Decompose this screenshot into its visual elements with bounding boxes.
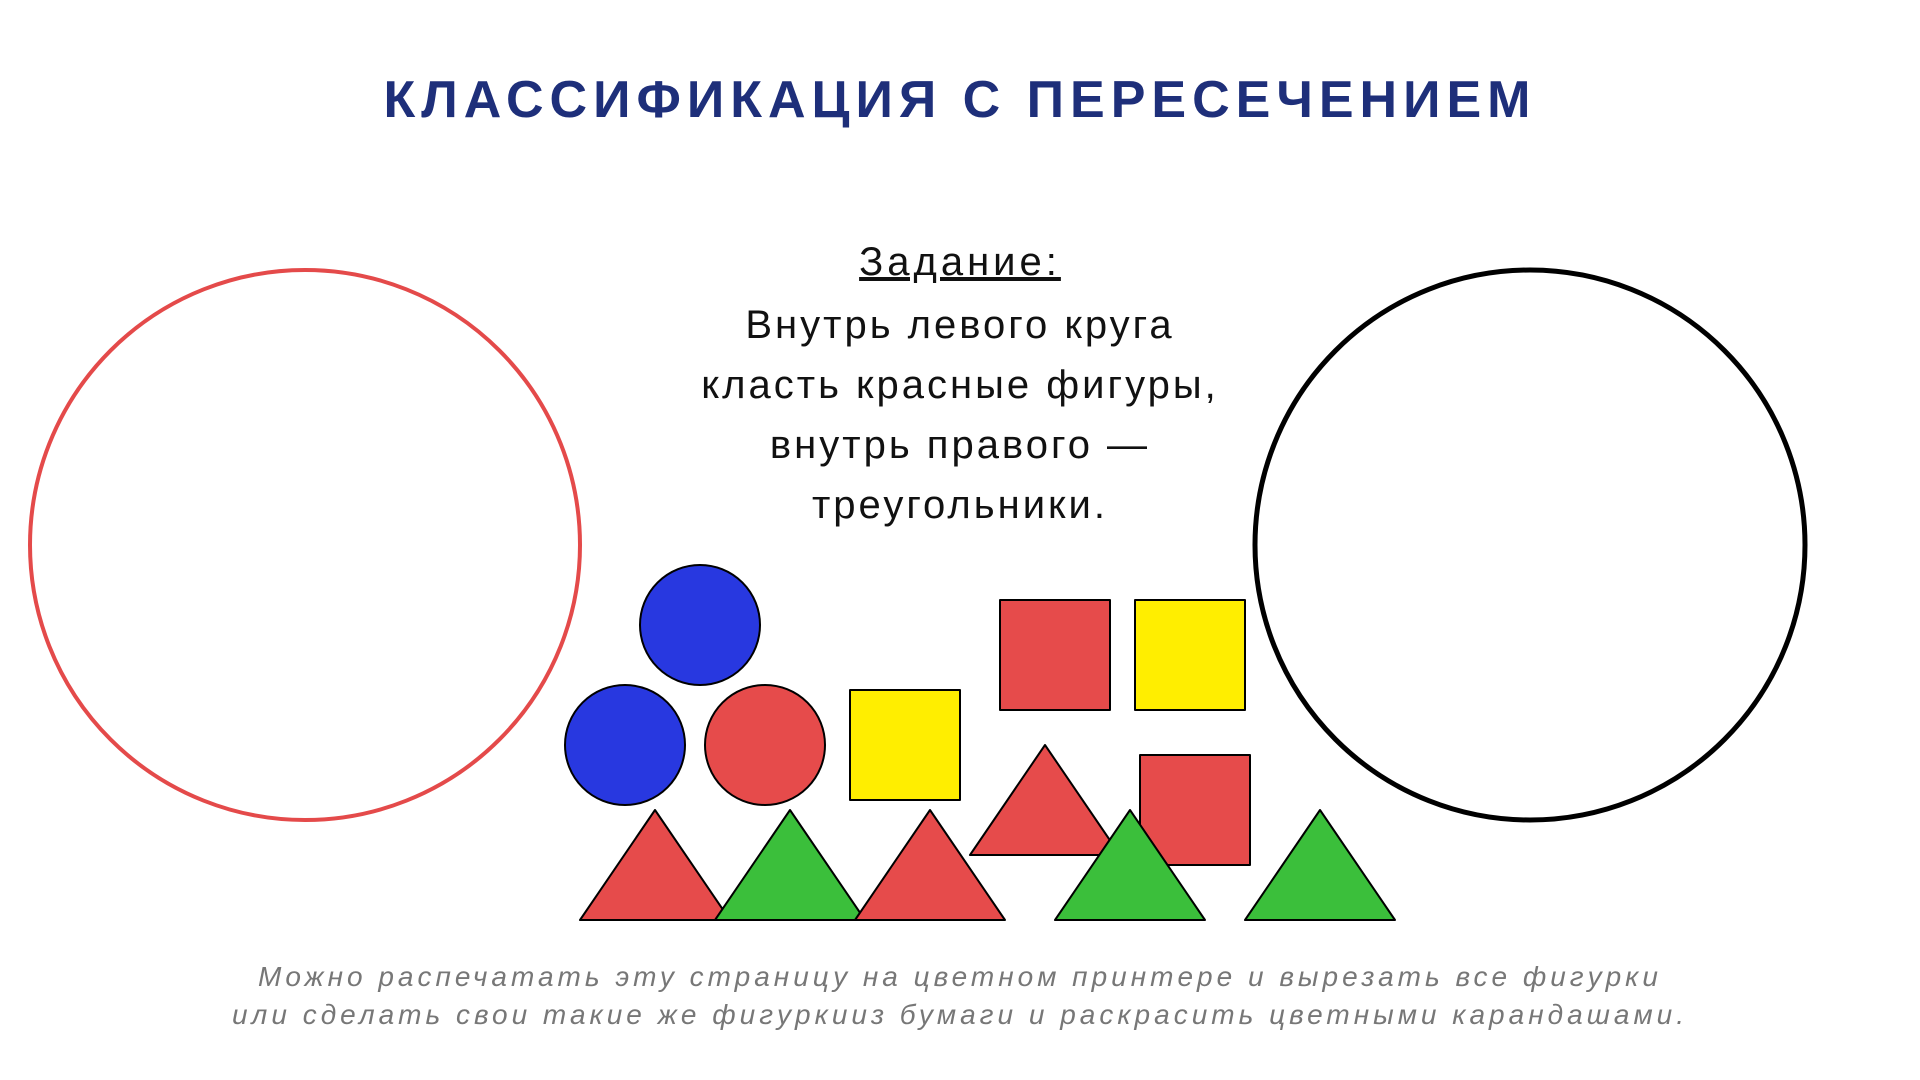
worksheet-page: КЛАССИФИКАЦИЯ С ПЕРЕСЕЧЕНИЕМ Задание: Вн… (0, 0, 1920, 1080)
shape-triangle-red-7 (580, 810, 730, 920)
shape-triangle-red-9 (855, 810, 1005, 920)
right-circle (1255, 270, 1805, 820)
shape-circle-blue-0 (640, 565, 760, 685)
shape-triangle-green-12 (1245, 810, 1395, 920)
shape-square-yellow-5 (1135, 600, 1245, 710)
shape-square-red-4 (1000, 600, 1110, 710)
shape-triangle-green-8 (715, 810, 865, 920)
shape-circle-red-2 (705, 685, 825, 805)
left-circle (30, 270, 580, 820)
figure-canvas (0, 0, 1920, 1080)
shape-square-yellow-3 (850, 690, 960, 800)
shape-circle-blue-1 (565, 685, 685, 805)
footnote: Можно распечатать эту страницу на цветно… (0, 958, 1920, 1034)
shape-triangle-red-10 (970, 745, 1120, 855)
